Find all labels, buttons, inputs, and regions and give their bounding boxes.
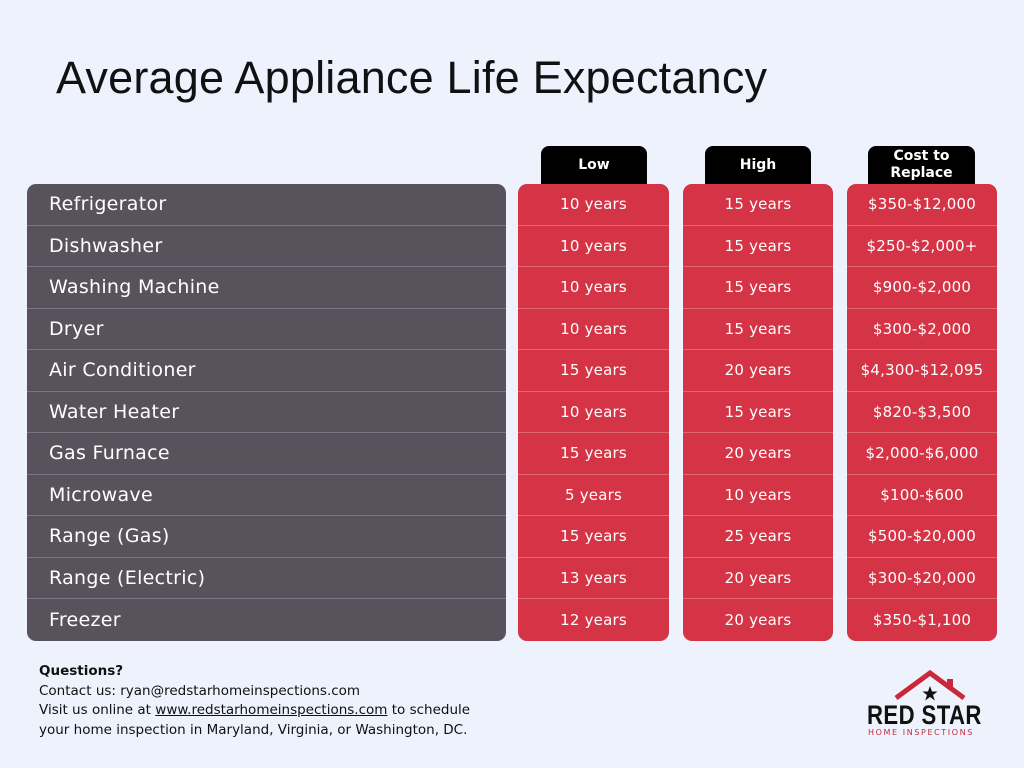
cost-value: $4,300-$12,095	[847, 350, 997, 392]
high-value: 15 years	[683, 267, 833, 309]
low-value: 10 years	[518, 184, 669, 226]
low-value: 10 years	[518, 267, 669, 309]
cost-value: $500-$20,000	[847, 516, 997, 558]
contact-footer: Questions? Contact us: ryan@redstarhomei…	[39, 662, 479, 740]
appliance-name: Gas Furnace	[27, 433, 506, 475]
appliance-name: Range (Electric)	[27, 558, 506, 599]
high-value: 20 years	[683, 558, 833, 599]
header-low-label: Low	[578, 156, 610, 173]
cost-value: $820-$3,500	[847, 392, 997, 433]
header-cost-line1: Cost to	[893, 148, 950, 164]
appliance-name: Washing Machine	[27, 267, 506, 309]
high-value: 20 years	[683, 433, 833, 475]
low-value: 10 years	[518, 309, 669, 350]
questions-heading: Questions?	[39, 663, 124, 679]
cost-value: $300-$20,000	[847, 558, 997, 599]
cost-value: $100-$600	[847, 475, 997, 516]
logo-name: RED STAR	[867, 700, 982, 730]
low-value: 12 years	[560, 610, 627, 629]
cost-value: $250-$2,000+	[847, 226, 997, 267]
low-value: 5 years	[518, 475, 669, 516]
high-value: 20 years	[724, 610, 792, 629]
cost-value: $2,000-$6,000	[847, 433, 997, 475]
low-value: 15 years	[518, 350, 669, 392]
cost-value: $350-$12,000	[847, 184, 997, 226]
high-value: 20 years	[683, 350, 833, 392]
high-column: 15 years 15 years 15 years 15 years 20 years…	[683, 184, 833, 641]
appliance-name: Refrigerator	[27, 184, 506, 226]
header-high-label: High	[739, 156, 777, 173]
low-value: 15 years	[518, 516, 669, 558]
high-value: 25 years	[683, 516, 833, 558]
high-value: 10 years	[683, 475, 833, 516]
header-cost-to-replace: Cost to Replace	[868, 146, 975, 184]
header-low: Low	[541, 146, 647, 184]
appliance-name: Dishwasher	[27, 226, 506, 267]
appliance-name: Microwave	[27, 475, 506, 516]
high-value: 15 years	[683, 184, 833, 226]
high-value: 15 years	[683, 309, 833, 350]
low-value: 10 years	[518, 392, 669, 433]
cost-column: $350-$12,000 $250-$2,000+ $900-$2,000 $300-…	[847, 184, 997, 641]
logo-tagline: HOME INSPECTIONS	[868, 728, 974, 737]
cost-value: $300-$2,000	[847, 309, 997, 350]
appliance-name-panel: Refrigerator Dishwasher Washing Machine Dry…	[27, 184, 506, 641]
appliance-name: Range (Gas)	[27, 516, 506, 558]
low-column: 10 years 10 years 10 years 10 years 15 years…	[518, 184, 669, 641]
visit-prefix: Visit us online at	[39, 702, 156, 718]
high-value: 15 years	[683, 392, 833, 433]
appliance-name: Water Heater	[27, 392, 506, 433]
low-value: 15 years	[518, 433, 669, 475]
house-roof-star-icon	[894, 669, 966, 701]
appliance-name: Freezer	[49, 608, 121, 631]
cost-value: $900-$2,000	[847, 267, 997, 309]
header-high: High	[705, 146, 811, 184]
cost-value: $350-$1,100	[872, 610, 972, 629]
contact-email: Contact us: ryan@redstarhomeinspections.…	[39, 682, 361, 699]
visit-suffix: to schedule your home inspection in Mary…	[39, 702, 471, 738]
header-cost-line2: Replace	[890, 165, 953, 181]
low-value: 13 years	[518, 558, 669, 599]
high-value: 15 years	[683, 226, 833, 267]
visit-text: Visit us online at www.redstarhomeinspec…	[39, 701, 479, 740]
page-title: Average Appliance Life Expectancy	[56, 52, 768, 103]
website-link[interactable]: www.redstarhomeinspections.com	[155, 702, 388, 718]
appliance-name: Air Conditioner	[27, 350, 506, 392]
low-value: 10 years	[518, 226, 669, 267]
appliance-name: Dryer	[27, 309, 506, 350]
